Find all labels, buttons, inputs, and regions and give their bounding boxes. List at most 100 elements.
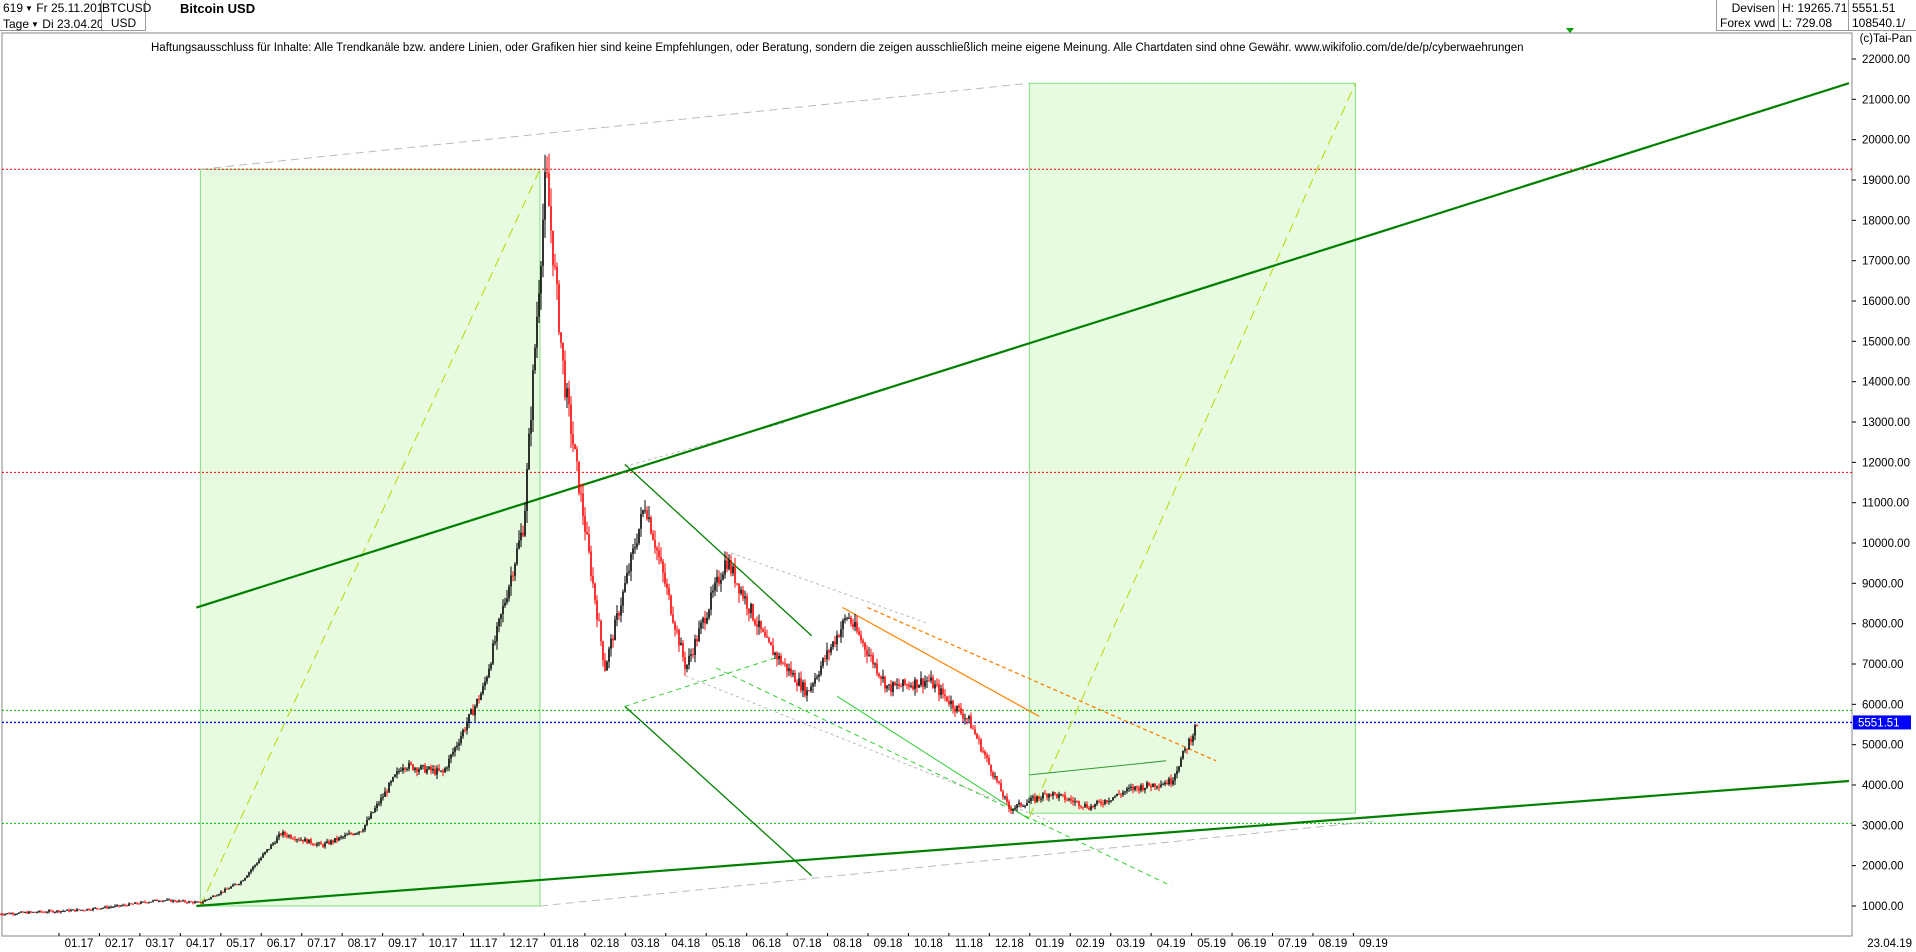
candle-body	[132, 903, 134, 905]
candle-body	[1114, 796, 1116, 798]
dropdown-arrow-icon[interactable]: ▼	[31, 20, 39, 29]
candle-body	[480, 693, 482, 700]
x-tick-label: 08.19	[1319, 938, 1348, 950]
candle-body	[1042, 793, 1044, 799]
candle-body	[342, 836, 344, 838]
candle-body	[398, 770, 400, 772]
candle-body	[358, 831, 360, 834]
candle-body	[90, 909, 92, 911]
x-tick-label: 04.18	[671, 938, 700, 950]
candle-body	[1184, 748, 1186, 751]
candle-body	[482, 686, 484, 694]
candle-body	[554, 265, 556, 267]
candle-body	[560, 332, 562, 343]
candle-body	[1102, 803, 1104, 805]
candle-body	[20, 911, 22, 913]
candle-body	[700, 622, 702, 629]
candle-body	[308, 839, 310, 844]
x-tick-label: 10.18	[914, 938, 943, 950]
y-tick-label: 12000.00	[1862, 457, 1910, 469]
candle-body	[762, 629, 764, 632]
candle-body	[1124, 791, 1126, 793]
candle-body	[960, 707, 962, 714]
candle-body	[306, 838, 308, 844]
candle-body	[802, 682, 804, 691]
candle-body	[352, 833, 354, 835]
header-highlow-box: H: 19265.71 L: 729.08	[1779, 0, 1849, 31]
candle-body	[30, 911, 32, 913]
candle-body	[1084, 804, 1086, 808]
candle-body	[740, 589, 742, 594]
candle-body	[1066, 799, 1068, 801]
y-tick-label: 4000.00	[1862, 780, 1904, 792]
candle-body	[746, 596, 748, 609]
y-tick-label: 18000.00	[1862, 215, 1910, 227]
x-tick-label: 07.18	[793, 938, 822, 950]
last-price-label: 5551.51	[1858, 717, 1900, 729]
candle-body	[710, 592, 712, 610]
candle-body	[192, 901, 194, 904]
bar-count[interactable]: 619	[3, 1, 24, 15]
candle-body	[484, 681, 486, 687]
candle-body	[12, 913, 14, 915]
candle-body	[454, 747, 456, 753]
candle-body	[1146, 782, 1148, 788]
header-symbol-box: BTCUSD USD	[102, 0, 151, 31]
candle-body	[298, 839, 300, 841]
candle-body	[926, 680, 928, 682]
candle-body	[350, 833, 352, 835]
candle-body	[162, 900, 164, 902]
candle-body	[708, 609, 710, 618]
candle-body	[160, 900, 162, 902]
candle-body	[452, 752, 454, 755]
candle-body	[666, 583, 668, 589]
candle-body	[260, 857, 262, 861]
candle-body	[598, 619, 600, 621]
candle-body	[8, 913, 10, 915]
candle-body	[114, 905, 116, 907]
candle-body	[704, 618, 706, 624]
candle-body	[2, 914, 4, 916]
candle-body	[658, 550, 660, 558]
candle-body	[650, 517, 652, 534]
candle-body	[144, 901, 146, 903]
candle-body	[1196, 724, 1198, 726]
candle-body	[632, 548, 634, 555]
candle-body	[682, 642, 684, 658]
x-tick-label: 08.17	[348, 938, 377, 950]
candle-body	[128, 903, 130, 906]
candle-body	[134, 902, 136, 904]
candle-body	[770, 642, 772, 646]
candle-body	[10, 913, 12, 915]
candle-body	[970, 716, 972, 729]
candle-body	[214, 895, 216, 897]
candle-body	[508, 586, 510, 599]
candle-body	[568, 388, 570, 405]
y-tick-label: 19000.00	[1862, 175, 1910, 187]
candle-body	[430, 766, 432, 771]
candle-body	[280, 833, 282, 836]
low-value: L: 729.08	[1782, 16, 1833, 30]
support-dashed-line	[715, 667, 1172, 887]
candle-body	[1116, 793, 1118, 797]
candle-body	[158, 900, 160, 902]
period-select[interactable]: Tage	[3, 17, 30, 31]
candle-body	[136, 902, 138, 904]
candle-body	[1072, 800, 1074, 803]
candle-body	[32, 911, 34, 913]
y-tick-label: 3000.00	[1862, 820, 1904, 832]
candle-body	[706, 617, 708, 624]
candle-body	[336, 838, 338, 841]
candle-body	[404, 767, 406, 770]
helper-line	[731, 552, 929, 625]
candle-body	[958, 705, 960, 708]
candle-body	[1118, 793, 1120, 795]
candle-body	[852, 623, 854, 627]
candle-body	[28, 911, 30, 914]
candle-body	[366, 819, 368, 825]
header-range-box[interactable]: 619 ▼ Fr 25.11.2016 Tage ▼ Di 23.04.2019	[0, 0, 117, 31]
dropdown-arrow-icon[interactable]: ▼	[25, 4, 33, 13]
candle-body	[516, 548, 518, 564]
candle-body	[196, 901, 198, 903]
